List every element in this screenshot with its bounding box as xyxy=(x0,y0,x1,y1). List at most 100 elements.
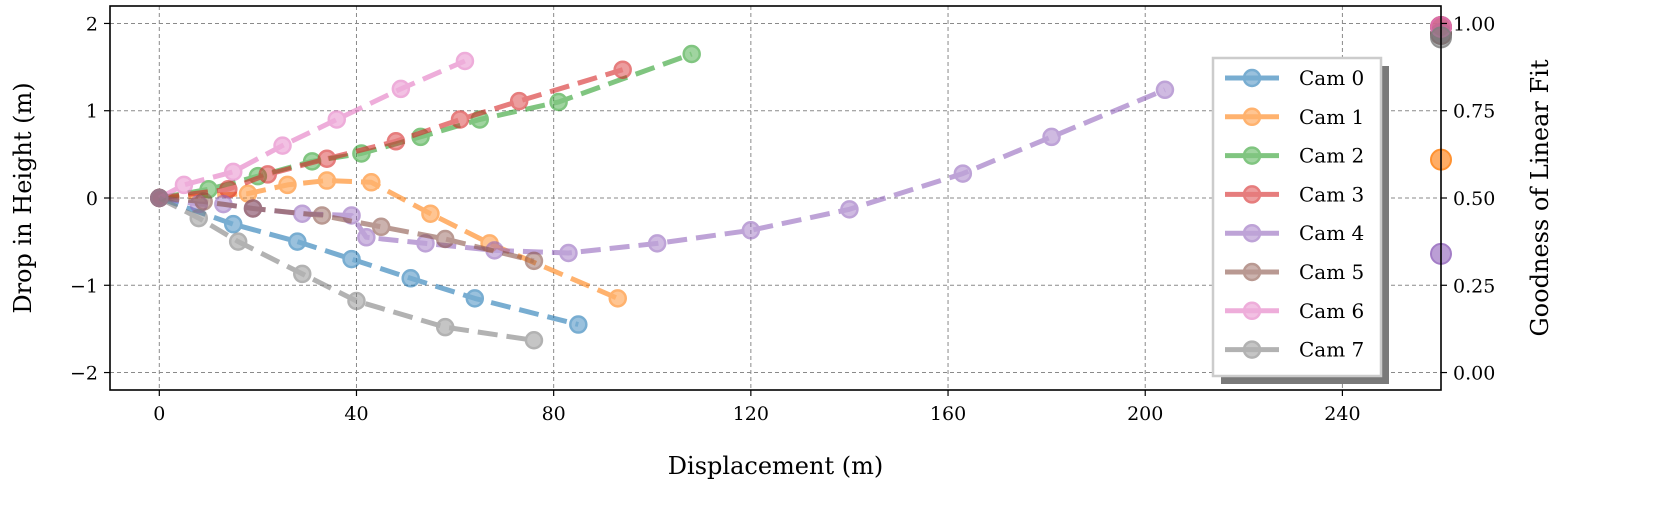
data-point xyxy=(327,110,347,129)
x-axis-label: Displacement (m) xyxy=(668,452,883,480)
legend-marker xyxy=(1242,185,1262,204)
data-point xyxy=(421,204,440,223)
y-tick-label: −1 xyxy=(70,275,98,297)
x-tick-label: 160 xyxy=(930,403,966,425)
series-line xyxy=(158,87,1166,256)
data-point xyxy=(455,51,475,71)
legend-marker xyxy=(1242,262,1262,282)
legend-label: Cam 0 xyxy=(1299,66,1364,90)
legend-entry: Cam 1 xyxy=(1225,105,1364,129)
data-point xyxy=(371,217,391,237)
data-point xyxy=(317,149,337,168)
data-point xyxy=(549,92,568,112)
data-point xyxy=(682,44,701,64)
y-tick-label: 1 xyxy=(86,101,98,123)
legend-marker xyxy=(1242,301,1262,321)
data-point xyxy=(223,162,243,182)
data-point xyxy=(174,175,194,195)
y2-tick-label: 1.00 xyxy=(1453,13,1495,35)
data-point xyxy=(273,136,292,155)
ticks: 0 40 80 120 160 200 240 −2 −1 0 1 2 0.00 0.25 0.50 0.75… xyxy=(70,13,1495,425)
x-tick-label: 0 xyxy=(153,403,165,425)
series-line xyxy=(159,178,619,301)
data-point xyxy=(524,251,544,271)
x-tick-label: 120 xyxy=(733,403,769,425)
data-point xyxy=(435,317,455,337)
legend-entry: Cam 6 xyxy=(1225,299,1364,323)
series-line xyxy=(158,195,579,327)
data-point xyxy=(347,291,366,311)
legend-marker xyxy=(1242,223,1262,243)
data-point xyxy=(435,229,455,249)
data-point xyxy=(386,132,406,151)
legend-swatch xyxy=(1225,262,1279,282)
data-point xyxy=(258,165,277,184)
series-cam-0 xyxy=(150,188,588,334)
x-tick-label: 40 xyxy=(344,403,368,425)
data-point xyxy=(278,175,297,195)
series-cam-6 xyxy=(150,51,475,208)
legend-label: Cam 2 xyxy=(1299,144,1364,168)
series-cam-4 xyxy=(150,80,1175,263)
y2-tick-label: 0.50 xyxy=(1453,188,1495,210)
legend-swatch xyxy=(1225,340,1279,359)
data-point xyxy=(293,264,312,284)
legend-entry: Cam 0 xyxy=(1225,66,1364,90)
legend-label: Cam 5 xyxy=(1299,260,1364,284)
y2-tick-label: 0.00 xyxy=(1453,363,1495,385)
data-point xyxy=(194,192,213,211)
series-cam-7 xyxy=(150,188,544,350)
data-point xyxy=(608,289,628,308)
legend: Cam 0 Cam 1 Cam 2 Cam 3 Cam 4 Cam 5 Cam 6 Cam 7 xyxy=(1211,56,1389,384)
legend-entry: Cam 7 xyxy=(1225,338,1364,362)
legend-label: Cam 4 xyxy=(1299,221,1364,245)
data-point xyxy=(401,269,420,288)
legend-box xyxy=(1211,56,1383,378)
legend-label: Cam 3 xyxy=(1299,182,1364,206)
data-point xyxy=(189,208,208,228)
legend-swatch xyxy=(1225,223,1279,243)
legend-swatch xyxy=(1225,146,1279,165)
data-point xyxy=(342,249,361,269)
data-point xyxy=(569,315,588,334)
series-line xyxy=(158,195,535,343)
data-point xyxy=(243,199,263,218)
data-point xyxy=(150,188,169,208)
x-tick-label: 240 xyxy=(1324,403,1360,425)
legend-label: Cam 1 xyxy=(1299,105,1364,129)
data-point xyxy=(559,243,578,263)
data-point xyxy=(524,331,544,350)
legend-label: Cam 7 xyxy=(1299,338,1364,362)
data-point xyxy=(741,221,761,240)
series-line xyxy=(158,58,466,201)
data-point xyxy=(238,184,258,203)
series-cam-3 xyxy=(150,60,632,208)
series-line xyxy=(159,195,535,264)
y2-axis-label: Goodness of Linear Fit xyxy=(1526,59,1554,336)
data-point xyxy=(450,110,470,129)
legend-swatch xyxy=(1225,301,1279,321)
legend-label: Cam 6 xyxy=(1299,299,1364,323)
y-tick-label: 2 xyxy=(86,13,98,35)
legend-entry: Cam 4 xyxy=(1225,221,1364,245)
y-tick-label: 0 xyxy=(86,188,98,210)
x-tick-label: 200 xyxy=(1127,403,1163,425)
series-layer xyxy=(150,44,1175,350)
data-point xyxy=(317,171,337,190)
x-tick-label: 80 xyxy=(542,403,566,425)
y2-tick-label: 0.25 xyxy=(1453,275,1495,297)
data-point xyxy=(312,206,332,225)
data-point xyxy=(288,232,307,251)
legend-marker xyxy=(1242,107,1262,127)
series-line xyxy=(158,51,693,201)
data-point xyxy=(840,200,859,219)
legend-entry: Cam 2 xyxy=(1225,144,1364,168)
legend-swatch xyxy=(1225,107,1279,127)
data-point xyxy=(1155,80,1175,100)
data-point xyxy=(465,289,485,308)
legend-entry: Cam 3 xyxy=(1225,182,1364,206)
data-point xyxy=(223,214,243,234)
legend-marker xyxy=(1242,340,1262,359)
legend-marker xyxy=(1242,146,1262,165)
